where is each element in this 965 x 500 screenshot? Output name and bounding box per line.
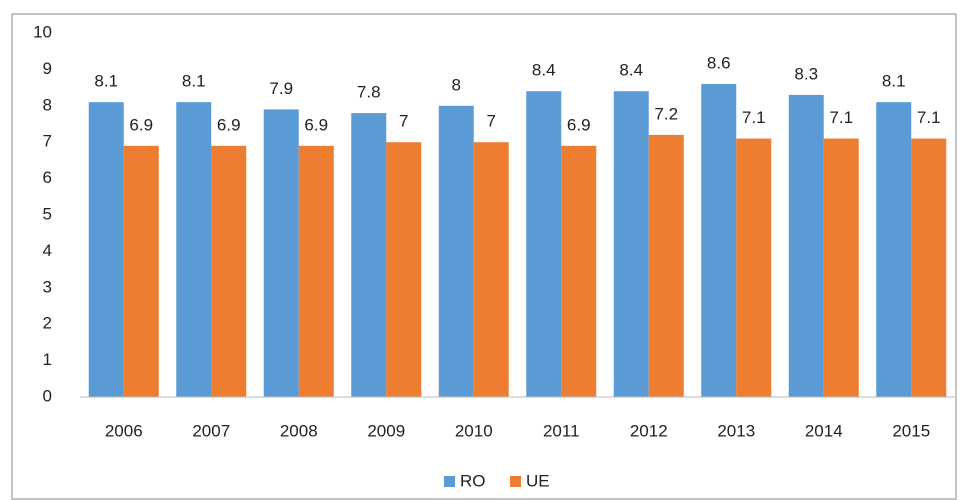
bar — [561, 145, 597, 397]
data-label: 8.1 — [182, 72, 206, 91]
data-label: 6.9 — [304, 115, 328, 134]
bar — [211, 145, 247, 397]
x-tick-label: 2011 — [543, 421, 580, 440]
legend-swatch — [444, 476, 455, 487]
bar — [298, 145, 334, 397]
y-tick-label: 9 — [43, 59, 52, 78]
bar — [876, 102, 912, 397]
bar — [473, 142, 509, 397]
data-label: 7.8 — [357, 83, 381, 102]
bar — [386, 142, 422, 397]
data-label: 7.1 — [829, 108, 853, 127]
y-tick-label: 5 — [43, 204, 52, 223]
bar — [701, 83, 737, 398]
data-label: 8.6 — [707, 53, 731, 72]
y-tick-label: 10 — [33, 22, 52, 41]
bar — [88, 102, 124, 397]
data-label: 6.9 — [567, 115, 591, 134]
x-tick-label: 2010 — [455, 421, 493, 440]
y-tick-label: 7 — [43, 132, 52, 151]
legend-swatch — [510, 476, 521, 487]
data-label: 8.1 — [882, 72, 906, 91]
bar — [438, 105, 474, 398]
data-label: 6.9 — [129, 115, 153, 134]
y-tick-label: 4 — [43, 241, 52, 260]
legend-label: UE — [526, 471, 550, 490]
x-tick-label: 2007 — [192, 421, 230, 440]
bar — [351, 113, 387, 397]
x-tick-label: 2012 — [630, 421, 668, 440]
x-tick-label: 2009 — [367, 421, 405, 440]
data-label: 7.2 — [654, 104, 678, 123]
legend-label: RO — [460, 471, 486, 490]
bar — [123, 145, 159, 397]
y-tick-label: 8 — [43, 95, 52, 114]
bar — [823, 138, 859, 397]
bar — [613, 91, 649, 398]
x-tick-label: 2006 — [105, 421, 143, 440]
bar — [176, 102, 212, 397]
bar — [263, 109, 299, 397]
bar — [526, 91, 562, 398]
bar — [648, 134, 684, 398]
y-tick-label: 2 — [43, 314, 52, 333]
data-label: 7.1 — [742, 108, 766, 127]
data-label: 7.9 — [269, 79, 293, 98]
data-label: 7 — [487, 112, 496, 131]
data-label: 8.3 — [794, 64, 818, 83]
data-label: 8 — [452, 75, 461, 94]
y-tick-label: 0 — [43, 386, 52, 405]
y-tick-label: 3 — [43, 277, 52, 296]
data-label: 6.9 — [217, 115, 241, 134]
data-label: 8.1 — [94, 72, 118, 91]
x-tick-label: 2015 — [892, 421, 930, 440]
y-tick-label: 1 — [43, 350, 52, 369]
bar — [736, 138, 772, 397]
x-tick-label: 2013 — [717, 421, 755, 440]
x-tick-label: 2008 — [280, 421, 318, 440]
data-label: 8.4 — [532, 61, 556, 80]
bar — [788, 94, 824, 397]
bar — [911, 138, 947, 397]
data-label: 7.1 — [917, 108, 941, 127]
data-label: 7 — [399, 112, 408, 131]
y-tick-label: 6 — [43, 168, 52, 187]
x-tick-label: 2014 — [805, 421, 843, 440]
data-label: 8.4 — [619, 61, 643, 80]
